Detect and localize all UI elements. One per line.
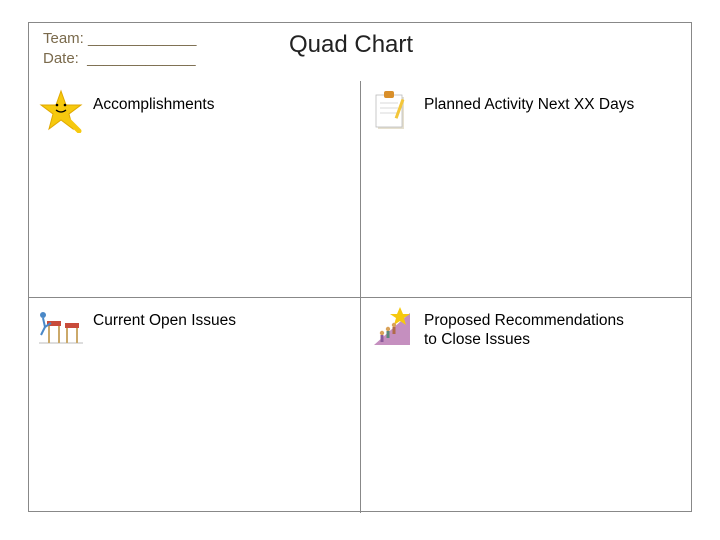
header: Team: _____________ Date: _____________ … bbox=[29, 23, 691, 81]
team-date-block: Team: _____________ Date: _____________ bbox=[43, 29, 196, 70]
hurdles-icon bbox=[39, 305, 83, 349]
open-issues-label: Current Open Issues bbox=[93, 305, 236, 330]
date-label: Date: _____________ bbox=[43, 49, 196, 69]
star-icon bbox=[39, 89, 83, 133]
quadrant-planned-activity: Planned Activity Next XX Days bbox=[360, 81, 691, 297]
quadrant-open-issues: Current Open Issues bbox=[29, 297, 360, 513]
page-title: Quad Chart bbox=[289, 31, 413, 59]
quadrant-accomplishments: Accomplishments bbox=[29, 81, 360, 297]
planned-activity-label: Planned Activity Next XX Days bbox=[424, 89, 634, 114]
notepad-icon bbox=[370, 89, 414, 133]
team-star-icon bbox=[370, 305, 414, 349]
accomplishments-label: Accomplishments bbox=[93, 89, 214, 114]
quadrant-recommendations: Proposed Recommendations to Close Issues bbox=[360, 297, 691, 513]
quad-chart-frame: Team: _____________ Date: _____________ … bbox=[28, 22, 692, 512]
quadrant-grid: Accomplishments Planned Activit bbox=[29, 81, 691, 513]
recommendations-label: Proposed Recommendations to Close Issues bbox=[424, 305, 634, 350]
team-label: Team: _____________ bbox=[43, 29, 196, 49]
